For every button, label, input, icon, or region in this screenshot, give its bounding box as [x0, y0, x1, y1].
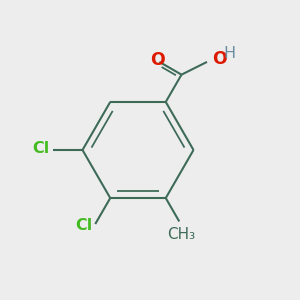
Text: CH₃: CH₃	[167, 227, 195, 242]
Text: Cl: Cl	[75, 218, 92, 233]
Text: O: O	[212, 50, 227, 68]
Text: Cl: Cl	[32, 141, 50, 156]
Text: O: O	[151, 50, 165, 68]
Text: H: H	[224, 46, 236, 61]
